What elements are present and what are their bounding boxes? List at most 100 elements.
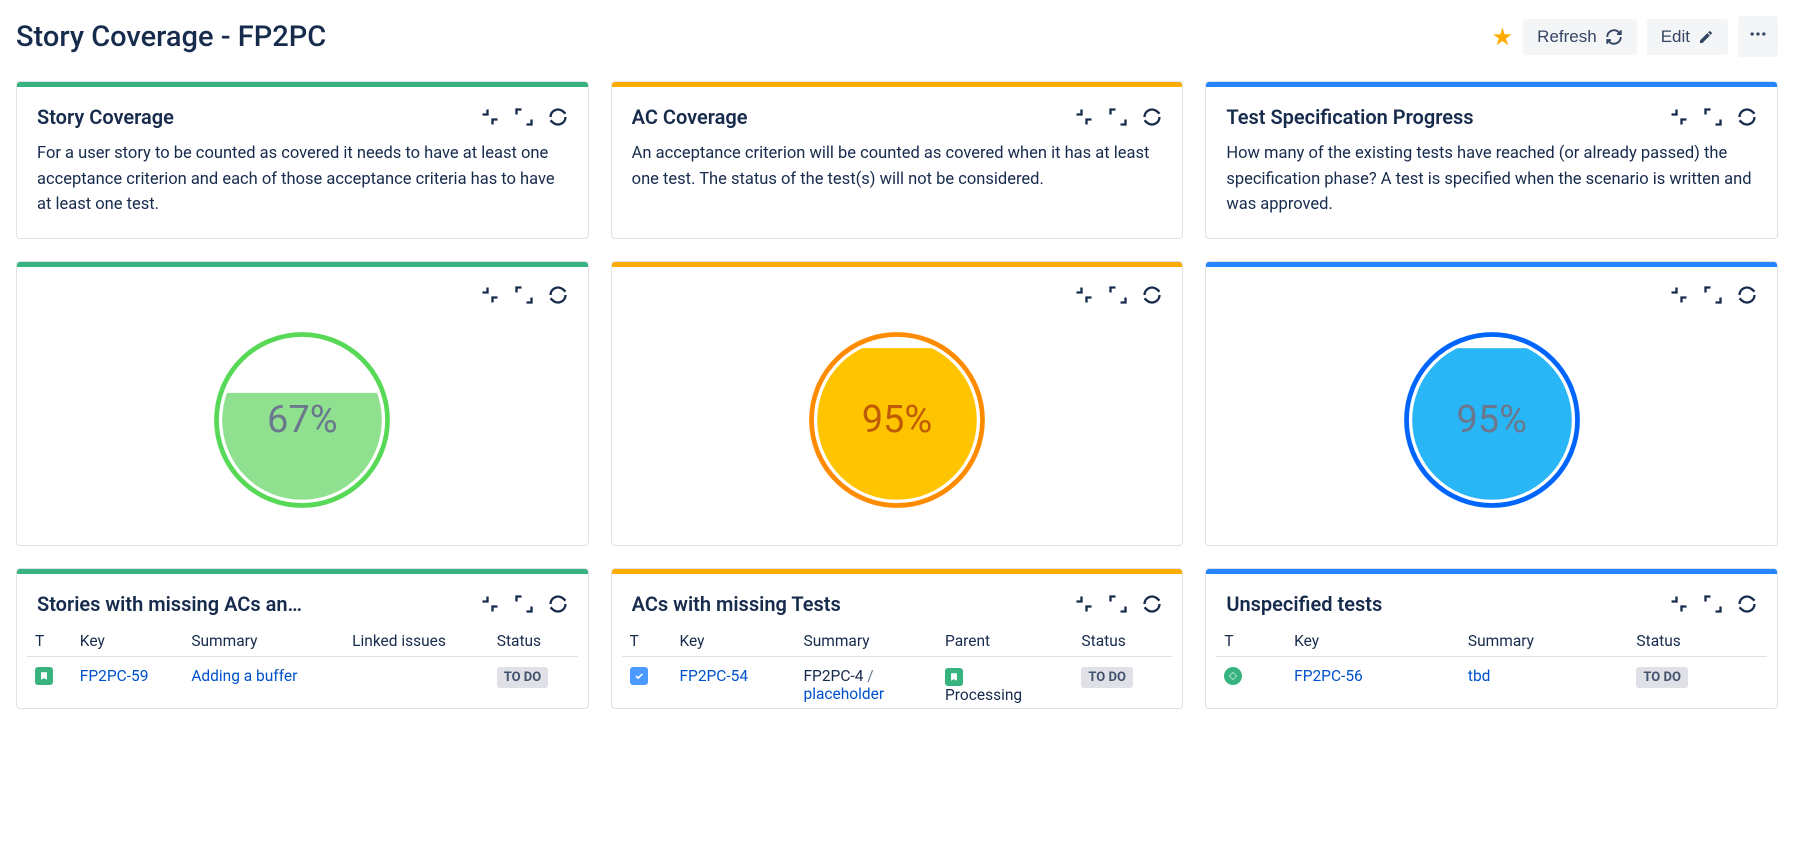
acs-missing-table: T Key Summary Parent Status FP2PC-54 FP2… xyxy=(622,626,1173,708)
more-button[interactable] xyxy=(1738,16,1778,57)
card-title: Unspecified tests xyxy=(1226,592,1382,616)
refresh-icon[interactable] xyxy=(1142,285,1162,305)
card-actions xyxy=(480,594,568,614)
fullscreen-icon[interactable] xyxy=(1703,285,1723,305)
refresh-icon[interactable] xyxy=(1737,107,1757,127)
ac-coverage-gauge: 95% xyxy=(802,325,992,515)
status-badge: TO DO xyxy=(497,667,548,688)
more-icon xyxy=(1748,28,1768,48)
test-spec-gauge: 95% xyxy=(1397,325,1587,515)
ac-coverage-desc-card: AC Coverage An acceptance criterion will… xyxy=(611,81,1184,239)
col-type[interactable]: T xyxy=(622,626,672,657)
ac-coverage-gauge-card: 95% xyxy=(611,261,1184,546)
table-row: FP2PC-59 Adding a buffer TO DO xyxy=(27,656,578,692)
page-title: Story Coverage - FP2PC xyxy=(16,20,326,54)
test-spec-gauge-card: 95% xyxy=(1205,261,1778,546)
refresh-icon[interactable] xyxy=(1737,594,1757,614)
card-title: Story Coverage xyxy=(37,105,174,129)
fullscreen-icon[interactable] xyxy=(514,594,534,614)
collapse-icon[interactable] xyxy=(1669,594,1689,614)
table-row: FP2PC-56 tbd TO DO xyxy=(1216,656,1767,692)
card-actions xyxy=(1669,107,1757,127)
story-type-icon xyxy=(945,668,963,686)
fullscreen-icon[interactable] xyxy=(1108,594,1128,614)
test-spec-desc-card: Test Specification Progress How many of … xyxy=(1205,81,1778,239)
collapse-icon[interactable] xyxy=(480,594,500,614)
col-status[interactable]: Status xyxy=(1628,626,1767,657)
edit-icon xyxy=(1698,29,1714,45)
fullscreen-icon[interactable] xyxy=(514,285,534,305)
collapse-icon[interactable] xyxy=(1074,285,1094,305)
issue-key-link[interactable]: FP2PC-59 xyxy=(80,667,149,685)
col-status[interactable]: Status xyxy=(489,626,578,657)
dashboard-grid: Story Coverage For a user story to be co… xyxy=(16,81,1778,709)
table-row: FP2PC-54 FP2PC-4 / placeholder Processin… xyxy=(622,656,1173,707)
collapse-icon[interactable] xyxy=(480,107,500,127)
col-summary[interactable]: Summary xyxy=(183,626,344,657)
gauge-value: 95% xyxy=(802,325,992,515)
test-type-icon xyxy=(1224,667,1242,685)
collapse-icon[interactable] xyxy=(1074,594,1094,614)
col-parent[interactable]: Parent xyxy=(937,626,1073,657)
col-key[interactable]: Key xyxy=(1286,626,1460,657)
col-key[interactable]: Key xyxy=(671,626,795,657)
collapse-icon[interactable] xyxy=(480,285,500,305)
card-title: ACs with missing Tests xyxy=(632,592,841,616)
story-coverage-gauge: 67% xyxy=(207,325,397,515)
card-actions xyxy=(1074,285,1162,305)
col-summary[interactable]: Summary xyxy=(1460,626,1629,657)
col-type[interactable]: T xyxy=(27,626,72,657)
fullscreen-icon[interactable] xyxy=(1108,107,1128,127)
card-title: Test Specification Progress xyxy=(1226,105,1473,129)
card-actions xyxy=(1074,594,1162,614)
issue-key-link[interactable]: FP2PC-54 xyxy=(679,667,748,685)
card-actions xyxy=(1669,285,1757,305)
stories-missing-table: T Key Summary Linked issues Status FP2PC… xyxy=(27,626,578,692)
issue-summary-link[interactable]: Adding a buffer xyxy=(191,667,297,685)
summary-sep: / xyxy=(867,667,873,685)
fullscreen-icon[interactable] xyxy=(1703,594,1723,614)
collapse-icon[interactable] xyxy=(1669,285,1689,305)
col-status[interactable]: Status xyxy=(1073,626,1172,657)
page-header: Story Coverage - FP2PC ★ Refresh Edit xyxy=(16,16,1778,57)
star-icon[interactable]: ★ xyxy=(1492,23,1514,51)
story-coverage-gauge-card: 67% xyxy=(16,261,589,546)
story-type-icon xyxy=(35,667,53,685)
issue-summary-link[interactable]: tbd xyxy=(1468,667,1491,685)
col-type[interactable]: T xyxy=(1216,626,1286,657)
refresh-button[interactable]: Refresh xyxy=(1523,19,1637,55)
linked-cell xyxy=(344,656,489,692)
story-coverage-desc-card: Story Coverage For a user story to be co… xyxy=(16,81,589,239)
edit-button[interactable]: Edit xyxy=(1647,19,1728,55)
col-linked[interactable]: Linked issues xyxy=(344,626,489,657)
col-key[interactable]: Key xyxy=(72,626,184,657)
collapse-icon[interactable] xyxy=(1669,107,1689,127)
status-badge: TO DO xyxy=(1636,667,1687,688)
card-actions xyxy=(1074,107,1162,127)
status-badge: TO DO xyxy=(1081,667,1132,688)
issue-key-link[interactable]: FP2PC-56 xyxy=(1294,667,1363,685)
card-actions xyxy=(480,285,568,305)
col-summary[interactable]: Summary xyxy=(795,626,937,657)
fullscreen-icon[interactable] xyxy=(1703,107,1723,127)
parent-text: Processing xyxy=(945,686,1022,704)
fullscreen-icon[interactable] xyxy=(1108,285,1128,305)
refresh-icon[interactable] xyxy=(1737,285,1757,305)
summary-text-link[interactable]: placeholder xyxy=(803,685,884,703)
card-description: For a user story to be counted as covere… xyxy=(17,137,588,238)
edit-label: Edit xyxy=(1661,27,1690,47)
gauge-value: 95% xyxy=(1397,325,1587,515)
collapse-icon[interactable] xyxy=(1074,107,1094,127)
fullscreen-icon[interactable] xyxy=(514,107,534,127)
card-description: How many of the existing tests have reac… xyxy=(1206,137,1777,238)
unspecified-tests-card: Unspecified tests T Key Summary Status F… xyxy=(1205,568,1778,709)
refresh-icon[interactable] xyxy=(548,285,568,305)
acs-missing-tests-card: ACs with missing Tests T Key Summary Par… xyxy=(611,568,1184,709)
card-title: AC Coverage xyxy=(632,105,748,129)
task-type-icon xyxy=(630,667,648,685)
refresh-icon[interactable] xyxy=(1142,594,1162,614)
refresh-icon[interactable] xyxy=(548,594,568,614)
refresh-icon[interactable] xyxy=(1142,107,1162,127)
refresh-icon[interactable] xyxy=(548,107,568,127)
stories-missing-acs-card: Stories with missing ACs an… T Key Summa… xyxy=(16,568,589,709)
